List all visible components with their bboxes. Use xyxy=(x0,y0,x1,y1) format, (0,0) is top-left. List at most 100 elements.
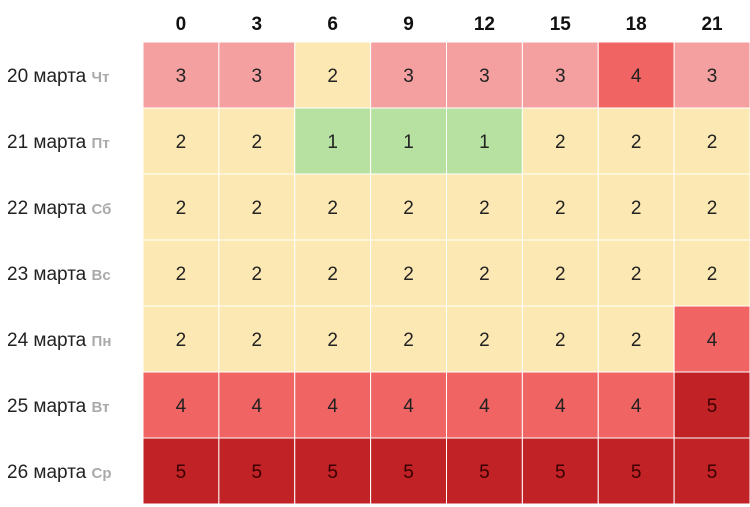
heatmap-cell xyxy=(673,41,750,109)
cell-value: 2 xyxy=(252,330,263,351)
heatmap-cell xyxy=(673,437,750,505)
hour-label-6: 6 xyxy=(327,14,338,35)
heatmap-cell xyxy=(218,107,296,175)
cell-value: 4 xyxy=(555,396,566,417)
hour-header-row: 0 3 6 9 12 15 18 21 xyxy=(176,14,723,35)
weekday-label: Чт xyxy=(92,69,110,86)
hour-label-9: 9 xyxy=(403,14,414,35)
cell-value: 2 xyxy=(479,198,490,219)
heatmap-cell xyxy=(370,107,447,175)
heatmap-cell xyxy=(446,305,523,373)
cell-value: 5 xyxy=(479,462,490,483)
cell-value: 5 xyxy=(707,462,718,483)
cell-value: 3 xyxy=(252,66,263,87)
cell-value: 2 xyxy=(252,264,263,285)
cell-value: 2 xyxy=(631,330,642,351)
hour-label-18: 18 xyxy=(626,14,647,35)
weekday-label: Пт xyxy=(92,135,110,152)
hour-label-21: 21 xyxy=(701,14,723,35)
date-label-column: 20 марта Чт 21 марта Пт 22 марта Сб 23 март… xyxy=(7,66,112,483)
cell-value: 3 xyxy=(403,66,414,87)
cell-value: 2 xyxy=(327,264,338,285)
cell-value: 2 xyxy=(707,132,718,153)
cell-value: 2 xyxy=(555,198,566,219)
heatmap-cell xyxy=(521,41,599,109)
heatmap-cell xyxy=(446,437,523,505)
cell-value: 4 xyxy=(252,396,263,417)
heatmap-cell xyxy=(370,41,447,109)
heatmap-cell xyxy=(446,173,523,241)
heatmap-cell xyxy=(521,437,599,505)
cell-value: 5 xyxy=(555,462,566,483)
cell-value: 5 xyxy=(631,462,642,483)
cell-value: 4 xyxy=(707,330,718,351)
cell-value: 4 xyxy=(327,396,338,417)
heatmap-cell xyxy=(218,437,296,505)
cell-value: 2 xyxy=(479,264,490,285)
cell-value: 2 xyxy=(555,330,566,351)
heatmap-cell xyxy=(294,173,372,241)
date-label: 22 марта Сб xyxy=(7,198,111,219)
heatmap-cell xyxy=(673,305,750,373)
heatmap-cell xyxy=(370,305,447,373)
cell-value: 4 xyxy=(631,66,642,87)
cell-value: 2 xyxy=(176,264,187,285)
heatmap-cell xyxy=(142,239,220,307)
cell-value: 2 xyxy=(403,330,414,351)
cell-value: 5 xyxy=(252,462,263,483)
cell-value: 2 xyxy=(176,330,187,351)
heatmap-cell xyxy=(142,173,220,241)
heatmap-cell xyxy=(446,239,523,307)
heatmap-cell xyxy=(294,371,372,439)
date-label: 21 марта Пт xyxy=(7,132,110,153)
heatmap-cell xyxy=(370,173,447,241)
cell-value: 2 xyxy=(707,198,718,219)
heatmap-cell xyxy=(673,239,750,307)
hour-label-15: 15 xyxy=(550,14,572,35)
heatmap-cell xyxy=(597,173,675,241)
date-label: 24 марта Пн xyxy=(7,330,111,351)
weekday-label: Сб xyxy=(92,201,112,218)
cell-value: 4 xyxy=(403,396,414,417)
cell-value: 2 xyxy=(327,198,338,219)
heatmap-cell xyxy=(294,239,372,307)
heatmap-cell xyxy=(446,371,523,439)
date-label: 26 марта Ср xyxy=(7,462,112,483)
heatmap-cell xyxy=(370,437,447,505)
heatmap-cell xyxy=(142,437,220,505)
cell-value: 4 xyxy=(176,396,187,417)
cell-value: 2 xyxy=(479,330,490,351)
cell-value: 5 xyxy=(403,462,414,483)
date-label: 25 марта Вт xyxy=(7,396,110,417)
cell-value: 1 xyxy=(327,132,338,153)
weekday-label: Ср xyxy=(92,465,112,482)
cell-value: 3 xyxy=(479,66,490,87)
cell-value: 2 xyxy=(631,198,642,219)
heatmap-cell xyxy=(673,371,750,439)
cell-value: 2 xyxy=(252,198,263,219)
heatmap-cell xyxy=(218,41,296,109)
cell-value: 2 xyxy=(555,264,566,285)
heatmap-cell xyxy=(597,437,675,505)
cell-value: 5 xyxy=(707,396,718,417)
cell-value: 3 xyxy=(176,66,187,87)
cell-value: 4 xyxy=(631,396,642,417)
heatmap-cell xyxy=(446,107,523,175)
cell-value: 1 xyxy=(479,132,490,153)
cell-value: 2 xyxy=(252,132,263,153)
heatmap-cell xyxy=(142,371,220,439)
date-label: 20 марта Чт xyxy=(7,66,109,87)
heatmap-cell xyxy=(294,107,372,175)
heatmap-cell xyxy=(521,239,599,307)
cell-value: 2 xyxy=(176,198,187,219)
cell-value: 2 xyxy=(327,66,338,87)
cell-value: 4 xyxy=(479,396,490,417)
cell-value: 2 xyxy=(176,132,187,153)
heatmap-cell xyxy=(294,437,372,505)
heatmap-cell xyxy=(294,41,372,109)
heatmap-grid: 3 3 2 3 3 3 4 3 2 2 1 1 1 2 2 2 2 2 2 2 2 2 2 2 2 2 2 2 2 2 2 2 2 2 2 2 2 2 2 4… xyxy=(142,41,750,505)
cell-value: 3 xyxy=(707,66,718,87)
cell-value: 2 xyxy=(327,330,338,351)
cell-value: 5 xyxy=(176,462,187,483)
heatmap-cell xyxy=(218,173,296,241)
